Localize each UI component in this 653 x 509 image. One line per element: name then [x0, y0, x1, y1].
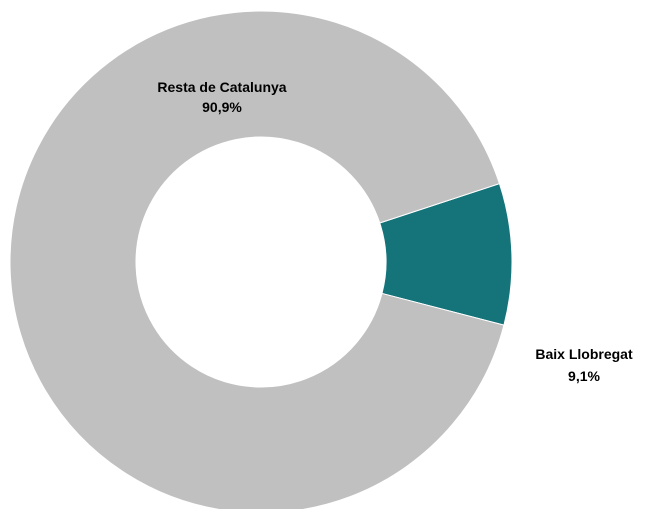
slice-label-baix-llobregat-name: Baix Llobregat	[535, 346, 633, 362]
slice-resta-de-catalunya	[9, 10, 505, 509]
slice-label-resta-de-catalunya-name: Resta de Catalunya	[157, 79, 286, 95]
slice-label-resta-de-catalunya-value: 90,9%	[202, 99, 242, 115]
donut-slices	[9, 10, 513, 509]
slice-label-baix-llobregat-value: 9,1%	[568, 368, 600, 384]
